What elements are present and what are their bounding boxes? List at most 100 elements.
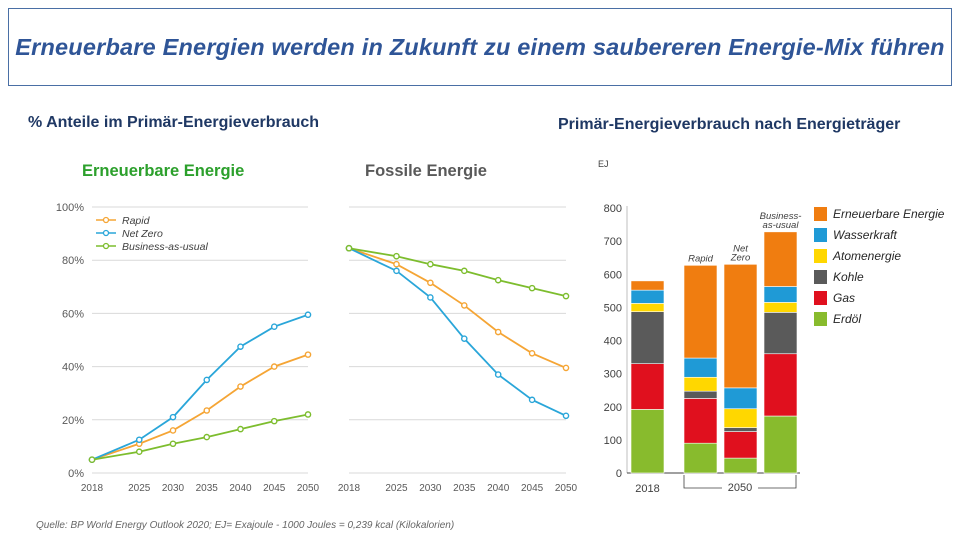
- renewable-data-point: [270, 323, 278, 331]
- fossil-data-point: [528, 284, 536, 292]
- bar-segment: [723, 408, 758, 428]
- bar-segment: [630, 303, 665, 312]
- fossil-data-point: [562, 364, 570, 372]
- fossil-data-point: [528, 349, 536, 357]
- bar-legend-label: Gas: [833, 291, 855, 305]
- renewable-data-point: [203, 407, 211, 414]
- renewable-data-point: [88, 456, 96, 464]
- renewable-data-point: [237, 383, 244, 390]
- bar-segment: [683, 442, 718, 474]
- bar-group-bracket: [683, 475, 722, 489]
- fossil-x-tick-label: 2035: [453, 483, 476, 494]
- title-box: Erneuerbare Energien werden in Zukunft z…: [8, 8, 952, 86]
- renewable-y-tick-label: 60%: [62, 308, 84, 320]
- bar-segment: [683, 357, 718, 378]
- bar-segment: [723, 431, 758, 459]
- renewable-x-tick-label: 2050: [297, 483, 320, 494]
- fossil-data-point: [460, 335, 468, 342]
- fossil-data-point: [427, 260, 434, 268]
- bar-y-tick-label: 600: [604, 269, 622, 281]
- bar-legend-swatch: [814, 207, 827, 221]
- legend-label: Rapid: [122, 215, 151, 227]
- renewable-chart-title: Erneuerbare Energie: [82, 162, 245, 180]
- fossil-data-point: [562, 412, 570, 420]
- bar-x-tick-label: 2018: [635, 483, 659, 495]
- fossil-x-tick-label: 2018: [338, 483, 361, 494]
- bar-y-tick-label: 700: [604, 236, 622, 248]
- legend-label: Net Zero: [122, 228, 163, 240]
- fossil-x-tick-label: 2030: [419, 483, 442, 494]
- renewable-y-tick-label: 20%: [62, 415, 84, 427]
- bar-segment: [763, 353, 798, 417]
- fossil-series-line: [348, 247, 567, 369]
- bar-segment: [683, 390, 718, 399]
- bar-y-tick-label: 0: [616, 468, 622, 480]
- source-note: Quelle: BP World Energy Outlook 2020; EJ…: [36, 520, 455, 531]
- fossil-data-point: [494, 276, 502, 284]
- bar-group-bracket: [758, 475, 797, 489]
- renewable-series-line: [91, 353, 309, 461]
- renewable-data-point: [270, 417, 278, 425]
- bar-legend-label: Erdöl: [833, 312, 861, 326]
- renewable-data-point: [237, 343, 244, 350]
- fossil-data-point: [427, 294, 434, 301]
- left-heading: % Anteile im Primär-Energieverbrauch: [28, 114, 320, 131]
- bar-y-tick-label: 300: [604, 369, 622, 381]
- bar-segment: [630, 311, 665, 364]
- renewable-data-point: [169, 413, 177, 421]
- bar-y-tick-label: 800: [604, 203, 622, 215]
- renewable-x-tick-label: 2035: [196, 483, 219, 494]
- renewable-data-point: [135, 448, 143, 456]
- bar-y-tick-label: 200: [604, 402, 622, 414]
- page-title: Erneuerbare Energien werden in Zukunft z…: [15, 33, 945, 60]
- bar-category-label: as-usual: [763, 220, 800, 231]
- bar-segment: [723, 457, 758, 474]
- bar-segment: [723, 387, 758, 410]
- renewable-y-tick-label: 80%: [62, 255, 84, 267]
- legend-marker: [102, 216, 110, 224]
- fossil-data-point: [460, 302, 468, 309]
- fossil-x-tick-label: 2040: [487, 483, 510, 494]
- fossil-chart-title: Fossile Energie: [365, 162, 487, 180]
- renewable-data-point: [135, 436, 143, 444]
- bar-y-tick-label: 100: [604, 435, 622, 447]
- renewable-data-point: [270, 363, 278, 370]
- right-heading: Primär-Energieverbrauch nach Energieträg…: [558, 116, 901, 133]
- bar-legend-swatch: [814, 270, 827, 284]
- bar-segment: [630, 289, 665, 304]
- bar-legend-label: Atomenergie: [832, 249, 901, 263]
- renewable-y-tick-label: 100%: [56, 202, 84, 214]
- legend-label: Business-as-usual: [122, 241, 208, 253]
- bar-category-label: Business-: [760, 211, 802, 222]
- renewable-data-point: [203, 433, 211, 441]
- bar-legend-swatch: [814, 249, 827, 263]
- bar-legend-swatch: [814, 312, 827, 326]
- bar-legend-label: Wasserkraft: [833, 228, 897, 242]
- renewable-data-point: [237, 425, 244, 433]
- bar-segment: [763, 302, 798, 313]
- bar-y-tick-label: 500: [604, 302, 622, 314]
- fossil-data-point: [393, 260, 400, 268]
- bar-segment: [630, 280, 665, 291]
- fossil-data-point: [494, 328, 502, 336]
- bar-y-tick-label: 400: [604, 336, 622, 348]
- fossil-data-point: [494, 371, 502, 378]
- bar-segment: [723, 264, 758, 389]
- renewable-data-point: [203, 376, 211, 384]
- fossil-data-point: [460, 267, 468, 275]
- renewable-y-tick-label: 0%: [68, 468, 84, 480]
- bar-segment: [630, 363, 665, 410]
- bar-segment: [683, 376, 718, 392]
- fossil-data-point: [345, 244, 353, 252]
- renewable-x-tick-label: 2045: [263, 483, 286, 494]
- fossil-data-point: [528, 396, 536, 404]
- renewable-y-tick-label: 40%: [62, 362, 84, 374]
- fossil-series-line: [348, 247, 567, 417]
- bar-legend-swatch: [814, 291, 827, 305]
- legend-marker: [102, 229, 110, 237]
- renewable-data-point: [304, 411, 312, 418]
- bar-x-tick-label: 2050: [728, 482, 752, 494]
- bar-category-label: Net: [733, 243, 748, 254]
- bar-legend-swatch: [814, 228, 827, 242]
